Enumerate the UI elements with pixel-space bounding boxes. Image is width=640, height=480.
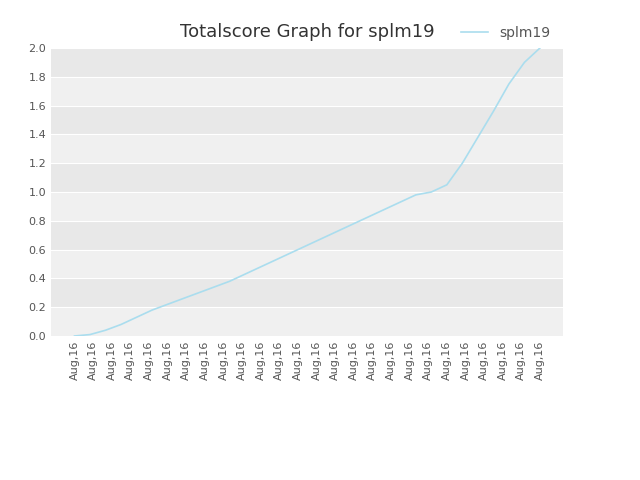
splm19 bbox=[381, 206, 388, 212]
splm19 bbox=[428, 189, 435, 195]
splm19 bbox=[164, 301, 172, 307]
splm19 bbox=[226, 278, 234, 284]
splm19 bbox=[148, 307, 156, 313]
splm19 bbox=[505, 81, 513, 87]
splm19 bbox=[319, 235, 326, 241]
splm19 bbox=[474, 134, 482, 140]
splm19 bbox=[86, 332, 94, 337]
splm19 bbox=[365, 214, 373, 219]
splm19 bbox=[443, 182, 451, 188]
splm19 bbox=[241, 271, 249, 277]
Line: splm19: splm19 bbox=[74, 48, 540, 336]
splm19 bbox=[132, 314, 140, 320]
splm19 bbox=[70, 333, 78, 339]
splm19 bbox=[102, 327, 109, 333]
splm19 bbox=[536, 45, 544, 51]
Bar bbox=[51, 192, 563, 221]
splm19 bbox=[179, 296, 187, 301]
splm19 bbox=[303, 242, 311, 248]
Bar bbox=[51, 134, 563, 163]
splm19 bbox=[195, 290, 202, 296]
Legend: splm19: splm19 bbox=[455, 20, 556, 46]
splm19 bbox=[458, 160, 466, 166]
splm19 bbox=[396, 199, 404, 205]
splm19 bbox=[350, 221, 358, 227]
splm19 bbox=[273, 257, 280, 263]
Bar bbox=[51, 77, 563, 106]
Title: Totalscore Graph for splm19: Totalscore Graph for splm19 bbox=[180, 23, 435, 41]
Bar bbox=[51, 250, 563, 278]
splm19 bbox=[288, 250, 296, 255]
splm19 bbox=[117, 322, 125, 327]
splm19 bbox=[334, 228, 342, 234]
Bar bbox=[51, 307, 563, 336]
splm19 bbox=[211, 284, 218, 290]
splm19 bbox=[257, 264, 264, 270]
splm19 bbox=[520, 60, 528, 65]
splm19 bbox=[412, 192, 420, 198]
splm19 bbox=[490, 108, 497, 114]
